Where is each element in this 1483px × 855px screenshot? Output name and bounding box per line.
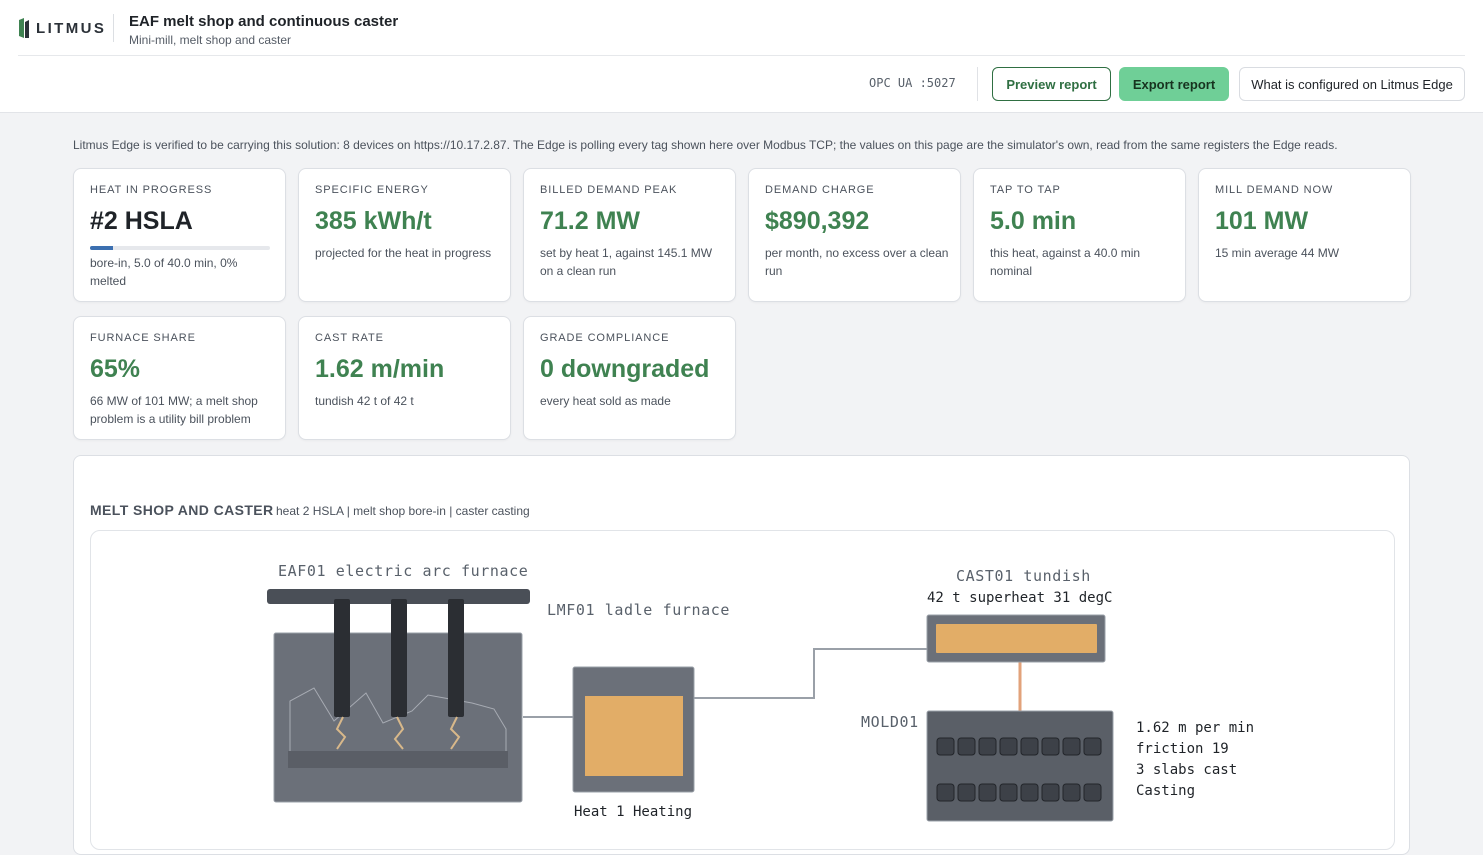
lmf-tundish-pipe bbox=[694, 648, 927, 699]
electrode-3 bbox=[448, 599, 464, 717]
panel-subtitle: heat 2 HSLA | melt shop bore-in | caster… bbox=[276, 504, 530, 518]
arc-2 bbox=[393, 716, 405, 750]
card-specific-energy: SPECIFIC ENERGY 385 kWh/t projected for … bbox=[298, 168, 511, 302]
mold-state: Casting bbox=[1136, 783, 1195, 799]
mold-segments-bottom bbox=[936, 783, 1102, 802]
card-label: FURNACE SHARE bbox=[90, 332, 196, 344]
mold-segment bbox=[999, 737, 1018, 756]
mold-segment bbox=[1062, 783, 1081, 802]
card-mill-demand-now: MILL DEMAND NOW 101 MW 15 min average 44… bbox=[1198, 168, 1411, 302]
card-cast-rate: CAST RATE 1.62 m/min tundish 42 t of 42 … bbox=[298, 316, 511, 440]
electrode-1 bbox=[334, 599, 350, 717]
mold-segment bbox=[1083, 783, 1102, 802]
card-value: 1.62 m/min bbox=[315, 355, 445, 383]
card-note: per month, no excess over a clean run bbox=[765, 246, 949, 278]
page-subtitle: Mini-mill, melt shop and caster bbox=[129, 33, 292, 47]
tundish-label: CAST01 tundish bbox=[956, 567, 1091, 585]
mold-segment bbox=[978, 737, 997, 756]
mold-friction: friction 19 bbox=[1136, 741, 1229, 757]
app-header: LITMUS EAF melt shop and continuous cast… bbox=[0, 0, 1483, 113]
arc-3 bbox=[449, 716, 461, 750]
mold-segment bbox=[957, 783, 976, 802]
card-note: projected for the heat in progress bbox=[315, 246, 492, 260]
mold-segment bbox=[1041, 737, 1060, 756]
card-label: MILL DEMAND NOW bbox=[1215, 184, 1334, 196]
litmus-logo-icon bbox=[19, 18, 29, 38]
card-label: SPECIFIC ENERGY bbox=[315, 184, 429, 196]
export-report-button[interactable]: Export report bbox=[1119, 67, 1229, 101]
panel-title: MELT SHOP AND CASTER bbox=[90, 502, 274, 518]
eaf-label: EAF01 electric arc furnace bbox=[278, 562, 528, 580]
mold-label: MOLD01 bbox=[861, 713, 919, 731]
card-furnace-share: FURNACE SHARE 65% 66 MW of 101 MW; a mel… bbox=[73, 316, 286, 440]
process-diagram: EAF01 electric arc furnace LMF01 ladle f… bbox=[90, 530, 1395, 850]
mold-rate: 1.62 m per min bbox=[1136, 720, 1254, 736]
card-label: GRADE COMPLIANCE bbox=[540, 332, 670, 344]
mold-segment bbox=[999, 783, 1018, 802]
lmf-label: LMF01 ladle furnace bbox=[547, 601, 730, 619]
mold-segment bbox=[1020, 783, 1039, 802]
card-label: CAST RATE bbox=[315, 332, 384, 344]
card-label: HEAT IN PROGRESS bbox=[90, 184, 213, 196]
lmf-status: Heat 1 Heating bbox=[574, 804, 692, 820]
card-value: 101 MW bbox=[1215, 207, 1309, 235]
mold-segment bbox=[1041, 783, 1060, 802]
heat-progress-fill bbox=[90, 246, 113, 250]
card-note: 15 min average 44 MW bbox=[1215, 246, 1340, 260]
mold-segment bbox=[1083, 737, 1102, 756]
card-label: TAP TO TAP bbox=[990, 184, 1061, 196]
mold-segment bbox=[978, 783, 997, 802]
card-value: 385 kWh/t bbox=[315, 207, 432, 235]
card-value: 5.0 min bbox=[990, 207, 1077, 235]
card-label: BILLED DEMAND PEAK bbox=[540, 184, 678, 196]
card-value: #2 HSLA bbox=[90, 207, 193, 235]
card-note: tundish 42 t of 42 t bbox=[315, 394, 414, 408]
card-tap-to-tap: TAP TO TAP 5.0 min this heat, against a … bbox=[973, 168, 1186, 302]
card-value: $890,392 bbox=[765, 207, 870, 235]
card-note: set by heat 1, against 145.1 MW on a cle… bbox=[540, 246, 713, 278]
card-heat-in-progress: HEAT IN PROGRESS #2 HSLA bore-in, 5.0 of… bbox=[73, 168, 286, 302]
mold-segment bbox=[1020, 737, 1039, 756]
electrode-2 bbox=[391, 599, 407, 717]
mold-segment bbox=[957, 737, 976, 756]
card-label: DEMAND CHARGE bbox=[765, 184, 875, 196]
card-value: 0 downgraded bbox=[540, 355, 710, 383]
toolbar-divider bbox=[977, 67, 978, 101]
mold-segments-top bbox=[936, 737, 1102, 756]
header-rule bbox=[18, 55, 1465, 56]
mold-segment bbox=[1062, 737, 1081, 756]
edge-verification-notice: Litmus Edge is verified to be carrying t… bbox=[73, 138, 1338, 152]
mold-segment bbox=[936, 783, 955, 802]
card-note: bore-in, 5.0 of 40.0 min, 0% melted bbox=[90, 256, 238, 288]
mold-slabs: 3 slabs cast bbox=[1136, 762, 1237, 778]
brand-name: LITMUS bbox=[36, 19, 107, 37]
header-divider bbox=[113, 14, 114, 42]
mold-body[interactable] bbox=[926, 710, 1114, 822]
electrode-arm bbox=[267, 589, 530, 604]
brand-logo[interactable]: LITMUS bbox=[18, 17, 106, 39]
ladle-steel bbox=[585, 696, 683, 776]
card-note: every heat sold as made bbox=[540, 394, 671, 408]
opc-endpoint: OPC UA :5027 bbox=[869, 76, 956, 90]
mold-segment bbox=[936, 737, 955, 756]
title-block: EAF melt shop and continuous caster Mini… bbox=[129, 13, 398, 47]
page-title: EAF melt shop and continuous caster bbox=[129, 13, 399, 30]
card-value: 65% bbox=[90, 355, 141, 383]
melt-shop-panel: MELT SHOP AND CASTER heat 2 HSLA | melt … bbox=[73, 455, 1410, 855]
furnace-hearth bbox=[288, 751, 508, 768]
card-demand-charge: DEMAND CHARGE $890,392 per month, no exc… bbox=[748, 168, 961, 302]
process-diagram-svg: EAF01 electric arc furnace LMF01 ladle f… bbox=[267, 562, 1254, 822]
preview-report-button[interactable]: Preview report bbox=[992, 67, 1111, 101]
tundish-steel bbox=[936, 624, 1097, 653]
card-value: 71.2 MW bbox=[540, 207, 641, 235]
configured-on-edge-button[interactable]: What is configured on Litmus Edge bbox=[1239, 67, 1465, 101]
tundish-status: 42 t superheat 31 degC bbox=[927, 590, 1112, 606]
card-billed-demand-peak: BILLED DEMAND PEAK 71.2 MW set by heat 1… bbox=[523, 168, 736, 302]
card-note: this heat, against a 40.0 min nominal bbox=[990, 246, 1141, 278]
arc-1 bbox=[335, 716, 347, 750]
heat-progress-bar bbox=[90, 246, 270, 250]
card-grade-compliance: GRADE COMPLIANCE 0 downgraded every heat… bbox=[523, 316, 736, 440]
card-note: 66 MW of 101 MW; a melt shop problem is … bbox=[90, 394, 258, 426]
